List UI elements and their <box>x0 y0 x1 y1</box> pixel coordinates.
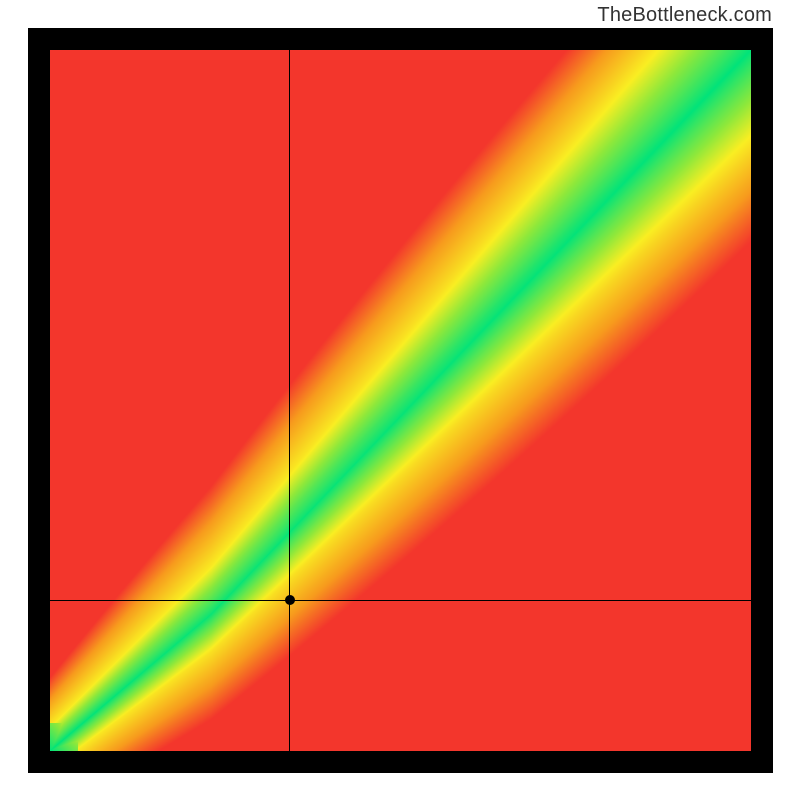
crosshair-marker <box>285 595 295 605</box>
crosshair-horizontal <box>50 600 751 602</box>
chart-container: TheBottleneck.com <box>0 0 800 800</box>
watermark-text: TheBottleneck.com <box>597 4 772 27</box>
heatmap-canvas <box>50 50 751 751</box>
crosshair-vertical <box>289 50 291 751</box>
plot-frame <box>28 28 773 773</box>
